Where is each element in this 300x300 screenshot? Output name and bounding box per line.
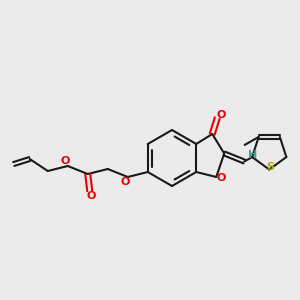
Text: S: S xyxy=(266,163,274,172)
Text: O: O xyxy=(86,191,95,201)
Text: H: H xyxy=(248,151,257,160)
Text: O: O xyxy=(217,173,226,183)
Text: O: O xyxy=(217,110,226,120)
Text: O: O xyxy=(60,156,69,166)
Text: O: O xyxy=(120,177,129,187)
